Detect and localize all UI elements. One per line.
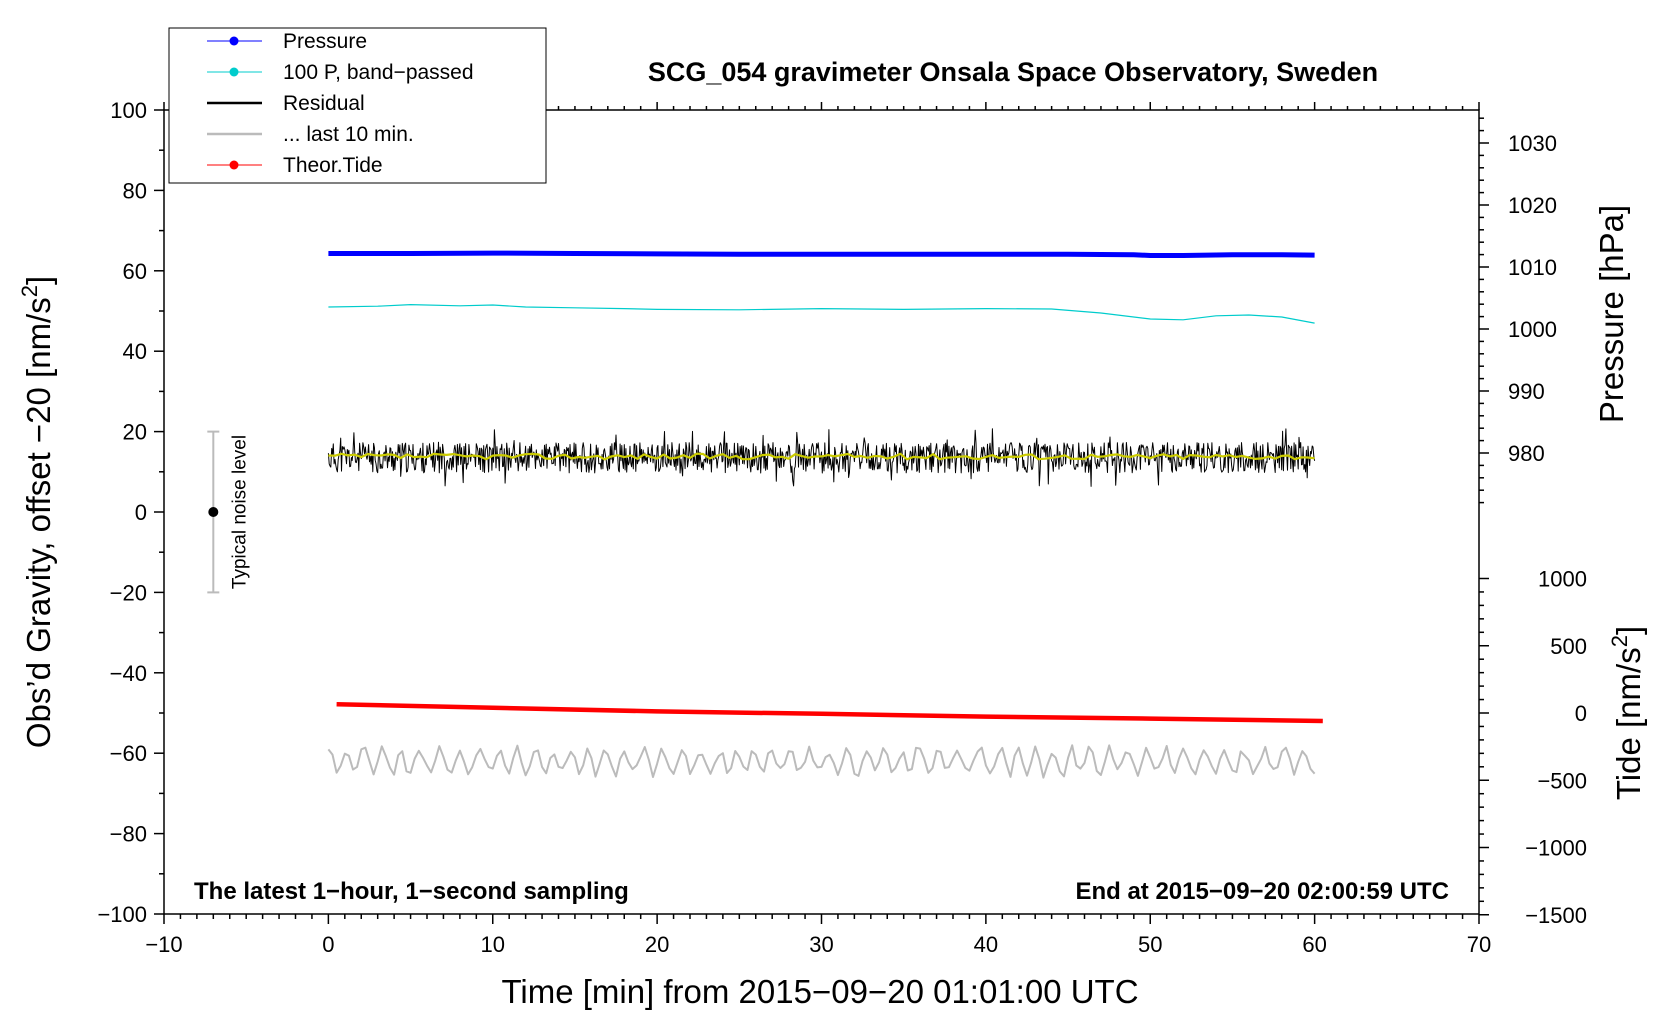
legend: Pressure 100 P, band−passed Residual ... la… <box>168 27 547 184</box>
noise-level-label: Typical noise level <box>229 435 250 589</box>
series-100-p-band-passed <box>328 304 1315 324</box>
pressure-tick-label: 1000 <box>1508 317 1557 342</box>
legend-label: Residual <box>283 92 365 115</box>
y-tick-label: −60 <box>110 741 147 766</box>
sampling-annotation: The latest 1−hour, 1−second sampling <box>194 878 629 905</box>
tide-axis-ticks <box>1479 577 1489 916</box>
x-axis-ticks <box>163 102 1480 924</box>
series-residual-smoothed <box>328 452 1315 461</box>
x-axis-tick-labels: −10 0 10 20 30 40 50 60 70 <box>145 932 1491 957</box>
chart-title: SCG_054 gravimeter Onsala Space Observat… <box>648 57 1378 87</box>
x-tick-label: 10 <box>481 932 505 957</box>
pressure-axis-tick-labels: 1030 1020 1010 1000 990 980 <box>1508 131 1557 466</box>
legend-box <box>168 27 547 184</box>
y-tick-label: 60 <box>123 259 147 284</box>
pressure-tick-label: 1020 <box>1508 193 1557 218</box>
plot-frame <box>163 109 1480 915</box>
pressure-tick-label: 1030 <box>1508 131 1557 156</box>
pressure-tick-label: 980 <box>1508 441 1545 466</box>
pressure-tick-label: 1010 <box>1508 255 1557 280</box>
y-tick-label: −40 <box>110 661 147 686</box>
x-tick-label: 0 <box>322 932 334 957</box>
left-axis-ticks <box>154 109 164 915</box>
x-tick-label: 50 <box>1138 932 1162 957</box>
x-tick-label: 30 <box>809 932 833 957</box>
legend-label: 100 P, band−passed <box>283 61 474 84</box>
tide-axis-tick-labels: 1000 500 0 −500 −1000 −1500 <box>1525 567 1587 928</box>
legend-label: ... last 10 min. <box>283 123 414 146</box>
series-theor-tide <box>336 701 1323 724</box>
tide-tick-label: −1500 <box>1525 903 1587 928</box>
legend-marker <box>229 67 239 77</box>
tide-tick-label: 0 <box>1575 701 1587 726</box>
series-layer <box>327 250 1323 779</box>
legend-marker <box>229 36 239 46</box>
legend-marker <box>229 160 239 170</box>
y-tick-label: 20 <box>123 420 147 445</box>
left-axis-title: Obs’d Gravity, offset −20 [nm/s2] <box>17 276 57 748</box>
y-tick-label: −80 <box>110 822 147 847</box>
tide-tick-label: 500 <box>1550 634 1587 659</box>
y-tick-label: −20 <box>110 580 147 605</box>
y-tick-label: 40 <box>123 339 147 364</box>
pressure-axis-ticks <box>1479 117 1489 504</box>
legend-label: Pressure <box>283 30 367 53</box>
legend-label: Theor.Tide <box>283 154 383 177</box>
pressure-axis-title: Pressure [hPa] <box>1593 205 1630 423</box>
y-tick-label: −100 <box>97 902 147 927</box>
pressure-tick-label: 990 <box>1508 379 1545 404</box>
left-axis-tick-labels: 100 80 60 40 20 0 −20 −40 −60 −80 −100 <box>97 98 147 927</box>
x-tick-label: 60 <box>1302 932 1326 957</box>
tide-tick-label: −500 <box>1537 768 1587 793</box>
noise-level-indicator <box>207 430 220 594</box>
x-tick-label: −10 <box>145 932 182 957</box>
series-pressure <box>328 250 1315 258</box>
tide-tick-label: 1000 <box>1538 567 1587 592</box>
y-tick-label: 100 <box>110 98 147 123</box>
series-last-10-min <box>327 744 1316 779</box>
noise-center-dot <box>208 507 219 517</box>
x-tick-label: 70 <box>1467 932 1491 957</box>
series-residual <box>327 428 1316 487</box>
y-tick-label: 80 <box>123 178 147 203</box>
y-tick-label: 0 <box>135 500 147 525</box>
x-axis-title: Time [min] from 2015−09−20 01:01:00 UTC <box>501 973 1138 1010</box>
tide-axis-title: Tide [nm/s2] <box>1607 626 1647 800</box>
tide-tick-label: −1000 <box>1525 836 1587 861</box>
end-time-annotation: End at 2015−09−20 02:00:59 UTC <box>1075 878 1449 905</box>
x-tick-label: 40 <box>974 932 998 957</box>
x-tick-label: 20 <box>645 932 669 957</box>
